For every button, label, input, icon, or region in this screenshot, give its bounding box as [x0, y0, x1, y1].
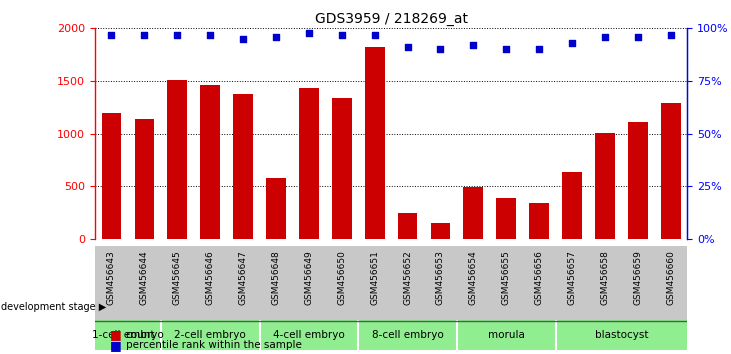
Point: [270, 34, 282, 40]
Text: GSM456657: GSM456657: [567, 250, 577, 305]
Text: GSM456649: GSM456649: [304, 250, 314, 305]
Bar: [233, 93, 253, 239]
Text: 2-cell embryo: 2-cell embryo: [174, 330, 246, 341]
Point: [139, 32, 151, 38]
Bar: [200, 85, 220, 239]
Text: GSM456647: GSM456647: [238, 250, 248, 305]
Point: [204, 32, 216, 38]
Bar: [496, 198, 516, 239]
Bar: [628, 122, 648, 239]
Bar: [135, 119, 154, 239]
Text: GSM456651: GSM456651: [370, 250, 379, 305]
Point: [434, 47, 446, 52]
Bar: [398, 213, 417, 239]
Text: ■: ■: [110, 339, 121, 352]
Point: [500, 47, 512, 52]
Text: ■: ■: [110, 328, 121, 341]
Point: [533, 47, 545, 52]
Point: [468, 42, 480, 48]
Text: 4-cell embryo: 4-cell embryo: [273, 330, 345, 341]
Text: GSM456646: GSM456646: [205, 250, 215, 305]
Point: [599, 34, 610, 40]
Point: [237, 36, 249, 42]
Text: GSM456655: GSM456655: [501, 250, 511, 305]
Point: [632, 34, 643, 40]
Bar: [332, 98, 352, 239]
Point: [401, 45, 413, 50]
Bar: [431, 223, 450, 239]
Bar: [463, 187, 483, 239]
Bar: [266, 178, 286, 239]
Bar: [661, 103, 681, 239]
Text: count: count: [126, 330, 155, 339]
Text: GSM456645: GSM456645: [173, 250, 182, 305]
Text: GSM456660: GSM456660: [666, 250, 675, 305]
Bar: [102, 113, 121, 239]
Text: GSM456659: GSM456659: [633, 250, 643, 305]
Text: GSM456654: GSM456654: [469, 250, 478, 305]
Bar: [167, 80, 187, 239]
Text: percentile rank within the sample: percentile rank within the sample: [126, 340, 302, 350]
Point: [336, 32, 347, 38]
Text: GSM456650: GSM456650: [337, 250, 346, 305]
Bar: [299, 88, 319, 239]
Title: GDS3959 / 218269_at: GDS3959 / 218269_at: [314, 12, 468, 26]
Text: development stage ▶: development stage ▶: [1, 302, 106, 312]
Point: [171, 32, 183, 38]
Text: GSM456644: GSM456644: [140, 250, 149, 304]
Text: GSM456652: GSM456652: [403, 250, 412, 305]
Point: [664, 32, 676, 38]
Point: [566, 40, 577, 46]
Text: 1-cell embryo: 1-cell embryo: [92, 330, 164, 341]
Text: GSM456643: GSM456643: [107, 250, 116, 305]
Point: [303, 30, 314, 35]
Bar: [365, 47, 385, 239]
Point: [368, 32, 380, 38]
Text: blastocyst: blastocyst: [594, 330, 648, 341]
Point: [105, 32, 117, 38]
Text: morula: morula: [488, 330, 525, 341]
Text: GSM456658: GSM456658: [600, 250, 610, 305]
Text: GSM456653: GSM456653: [436, 250, 445, 305]
Text: GSM456656: GSM456656: [534, 250, 544, 305]
Text: GSM456648: GSM456648: [271, 250, 281, 305]
Bar: [562, 172, 582, 239]
Bar: [529, 203, 549, 239]
Bar: [595, 133, 615, 239]
Text: 8-cell embryo: 8-cell embryo: [371, 330, 444, 341]
